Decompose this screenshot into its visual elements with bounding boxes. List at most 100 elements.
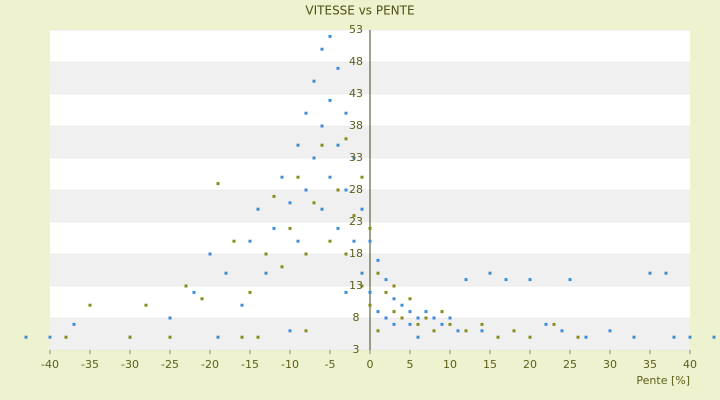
scatter-point <box>304 329 308 333</box>
scatter-point <box>328 239 332 243</box>
scatter-point <box>456 329 460 333</box>
scatter-point <box>296 239 300 243</box>
scatter-point <box>560 329 564 333</box>
scatter-point <box>488 271 492 275</box>
scatter-point <box>384 316 388 320</box>
scatter-point <box>384 290 388 294</box>
scatter-point <box>368 239 372 243</box>
x-tick-label: 30 <box>603 358 617 371</box>
x-tick-label: 15 <box>483 358 497 371</box>
scatter-point <box>360 271 364 275</box>
y-tick-label: 38 <box>349 119 363 132</box>
scatter-point <box>376 310 380 314</box>
scatter-point <box>352 239 356 243</box>
scatter-point <box>312 79 316 83</box>
x-tick-label: -25 <box>161 358 179 371</box>
scatter-point <box>448 322 452 326</box>
scatter-point <box>648 271 652 275</box>
scatter-point <box>408 322 412 326</box>
scatter-point <box>552 322 556 326</box>
x-tick-label: -15 <box>241 358 259 371</box>
scatter-point <box>368 290 372 294</box>
scatter-point <box>320 124 324 128</box>
scatter-point <box>72 322 76 326</box>
scatter-point <box>464 329 468 333</box>
x-tick-label: -20 <box>201 358 219 371</box>
scatter-point <box>480 322 484 326</box>
scatter-point <box>480 329 484 333</box>
x-tick-label: 35 <box>643 358 657 371</box>
scatter-point <box>296 175 300 179</box>
scatter-point <box>528 335 532 339</box>
scatter-point <box>344 252 348 256</box>
scatter-point <box>376 271 380 275</box>
chart-title: VITESSE vs PENTE <box>305 4 414 18</box>
scatter-point <box>200 297 204 301</box>
y-tick-label: 23 <box>349 215 363 228</box>
scatter-point <box>248 290 252 294</box>
scatter-point <box>360 207 364 211</box>
scatter-point <box>512 329 516 333</box>
scatter-point <box>464 278 468 282</box>
scatter-point <box>240 303 244 307</box>
scatter-point <box>448 316 452 320</box>
scatter-point <box>368 303 372 307</box>
scatter-point <box>416 335 420 339</box>
scatter-point <box>336 66 340 70</box>
y-tick-label: 13 <box>349 279 363 292</box>
scatter-point <box>544 322 548 326</box>
scatter-point <box>392 310 396 314</box>
scatter-point <box>320 47 324 51</box>
scatter-point <box>584 335 588 339</box>
scatter-point <box>376 258 380 262</box>
scatter-point <box>336 143 340 147</box>
scatter-point <box>384 278 388 282</box>
x-tick-label: -40 <box>41 358 59 371</box>
scatter-point <box>352 214 356 218</box>
scatter-point <box>304 188 308 192</box>
scatter-point <box>336 226 340 230</box>
scatter-point <box>376 329 380 333</box>
scatter-point <box>360 175 364 179</box>
x-tick-label: -5 <box>325 358 336 371</box>
scatter-point <box>608 329 612 333</box>
scatter-point <box>432 329 436 333</box>
x-tick-label: 10 <box>443 358 457 371</box>
scatter-point <box>400 316 404 320</box>
scatter-point <box>208 252 212 256</box>
x-tick-label: 0 <box>367 358 374 371</box>
x-tick-label: -35 <box>81 358 99 371</box>
x-tick-label: -30 <box>121 358 139 371</box>
scatter-point <box>320 207 324 211</box>
scatter-point <box>528 278 532 282</box>
scatter-point <box>288 329 292 333</box>
scatter-point <box>344 111 348 115</box>
scatter-point <box>368 226 372 230</box>
scatter-point <box>408 310 412 314</box>
scatter-point <box>392 322 396 326</box>
scatter-point <box>344 290 348 294</box>
scatter-point <box>304 111 308 115</box>
scatter-point <box>280 175 284 179</box>
scatter-point <box>288 226 292 230</box>
x-tick-label: 25 <box>563 358 577 371</box>
scatter-point <box>416 322 420 326</box>
scatter-point <box>424 310 428 314</box>
scatter-point <box>328 34 332 38</box>
scatter-point <box>344 137 348 141</box>
scatter-point <box>576 335 580 339</box>
scatter-point <box>672 335 676 339</box>
scatter-point <box>216 335 220 339</box>
scatter-point <box>128 335 132 339</box>
scatter-point <box>408 297 412 301</box>
scatter-point <box>192 290 196 294</box>
scatter-point <box>432 316 436 320</box>
y-tick-label: 43 <box>349 87 363 100</box>
scatter-point <box>88 303 92 307</box>
scatter-point <box>312 156 316 160</box>
scatter-point <box>288 201 292 205</box>
scatter-point <box>344 188 348 192</box>
scatter-point <box>320 143 324 147</box>
scatter-point <box>48 335 52 339</box>
